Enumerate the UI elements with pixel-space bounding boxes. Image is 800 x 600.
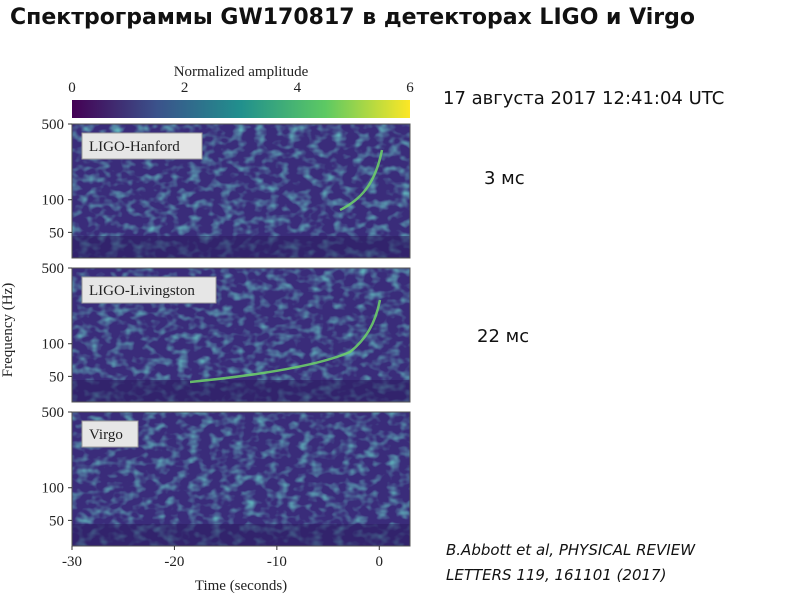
chirp-track: [189, 299, 382, 384]
y-tick-label: 50: [49, 513, 64, 529]
citation: B.Abbott et al, PHYSICAL REVIEW LETTERS …: [446, 541, 696, 584]
x-tick-label: 0: [376, 554, 384, 570]
y-tick-label: 100: [42, 481, 65, 497]
panel-frame: [71, 411, 411, 547]
x-axis-label: Time (seconds): [195, 578, 287, 594]
x-tick-label: -20: [164, 554, 184, 570]
panel-label: LIGO-Livingston: [89, 283, 195, 299]
annotation: 3 мс: [484, 168, 525, 189]
chirp-track: [339, 149, 384, 212]
colorbar-label: Normalized amplitude: [174, 64, 309, 80]
colorbar-tick-label: 6: [406, 80, 414, 96]
colorbar: [72, 100, 410, 118]
event-date: 17 августа 2017 12:41:04 UTC: [443, 88, 725, 109]
panel-label-box: [81, 276, 217, 304]
figure: Normalized amplitude Frequency (Hz) Time…: [0, 64, 414, 594]
y-tick-label: 500: [42, 117, 65, 133]
y-tick-label: 100: [42, 337, 65, 353]
y-tick-label: 100: [42, 193, 65, 209]
low-frequency-band: [72, 524, 410, 546]
annotation: 22 мс: [477, 326, 530, 347]
panel-label-box: [81, 132, 203, 160]
colorbar-tick-label: 2: [181, 80, 189, 96]
y-tick-label: 50: [49, 225, 64, 241]
slide-title: Спектрограммы GW170817 в детекторах LIGO…: [10, 5, 696, 30]
panel-label: Virgo: [89, 427, 123, 443]
colorbar-tick-label: 4: [294, 80, 302, 96]
y-tick-label: 500: [42, 261, 65, 277]
y-tick-label: 50: [49, 369, 64, 385]
panel-label: LIGO-Hanford: [89, 139, 180, 155]
panel-frame: [71, 267, 411, 403]
x-tick-label: -10: [267, 554, 287, 570]
colorbar-tick-label: 0: [68, 80, 76, 96]
y-axis-label: Frequency (Hz): [0, 283, 16, 378]
x-tick-label: -30: [62, 554, 82, 570]
y-tick-label: 500: [42, 405, 65, 421]
low-frequency-band: [72, 236, 410, 258]
panel-frame: [71, 123, 411, 259]
low-frequency-band: [72, 380, 410, 402]
panel-label-box: [81, 420, 139, 448]
